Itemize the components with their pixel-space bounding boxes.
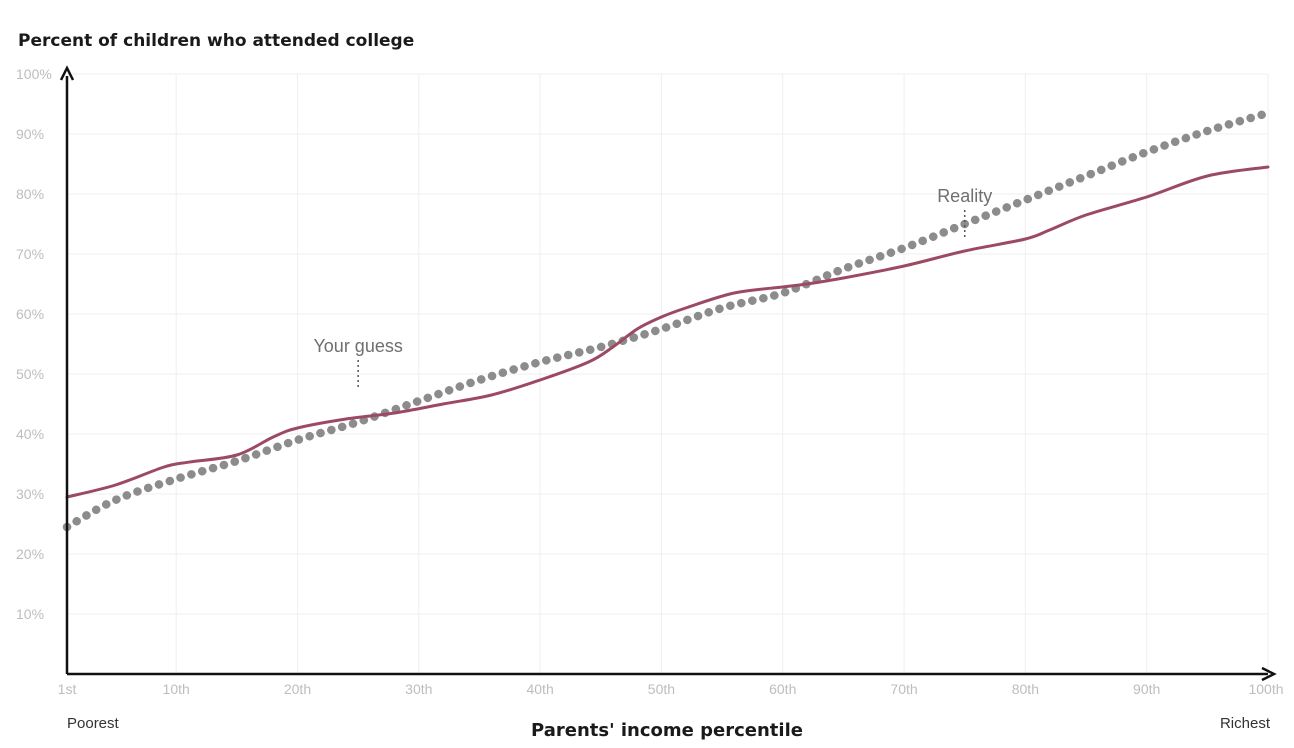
x-tick-label: 10th bbox=[163, 681, 190, 697]
data-point bbox=[782, 292, 784, 294]
data-point bbox=[964, 250, 966, 252]
x-axis-title: Parents' income percentile bbox=[531, 720, 803, 741]
data-point bbox=[297, 427, 299, 429]
y-tick-label: 10% bbox=[16, 606, 44, 622]
data-point bbox=[733, 292, 735, 294]
data-point bbox=[660, 316, 662, 318]
data-point bbox=[394, 412, 396, 414]
grid-lines bbox=[67, 73, 1269, 674]
x-tick-label: 1st bbox=[58, 681, 77, 697]
series-your-guess bbox=[65, 165, 1270, 499]
y-tick-label: 40% bbox=[16, 426, 44, 442]
data-point bbox=[903, 265, 905, 267]
data-point bbox=[539, 379, 541, 381]
data-point bbox=[442, 403, 444, 405]
data-point bbox=[236, 454, 238, 456]
x-tick-label: 30th bbox=[405, 681, 432, 697]
data-point bbox=[1024, 238, 1026, 240]
x-high-label: Richest bbox=[1220, 715, 1271, 732]
data-point bbox=[163, 466, 165, 468]
x-tick-label: 70th bbox=[890, 681, 917, 697]
data-point bbox=[636, 328, 638, 330]
data-point bbox=[1049, 229, 1051, 231]
data-point bbox=[721, 307, 723, 309]
data-point bbox=[539, 361, 541, 363]
annotations: Reality Your guess bbox=[313, 186, 992, 388]
data-point bbox=[236, 460, 238, 462]
data-point bbox=[842, 268, 844, 270]
data-point bbox=[588, 361, 590, 363]
x-axis-arrow bbox=[1261, 666, 1277, 682]
series-line bbox=[65, 165, 1270, 499]
series-layer bbox=[62, 108, 1273, 532]
data-point bbox=[418, 400, 420, 402]
y-tick-label: 30% bbox=[16, 486, 44, 502]
data-point bbox=[1146, 151, 1148, 153]
annotation-label: Your guess bbox=[313, 336, 402, 356]
data-point bbox=[1267, 166, 1269, 168]
data-point bbox=[187, 461, 189, 463]
data-point bbox=[115, 484, 117, 486]
y-tick-label: 80% bbox=[16, 186, 44, 202]
data-point bbox=[345, 418, 347, 420]
data-point bbox=[491, 394, 493, 396]
data-point bbox=[175, 478, 177, 480]
data-point bbox=[1085, 214, 1087, 216]
data-point bbox=[357, 421, 359, 423]
data-point bbox=[782, 286, 784, 288]
y-tick-label: 100% bbox=[16, 66, 52, 82]
data-point bbox=[272, 436, 274, 438]
x-tick-labels: 1st 10th 20th 30th 40th 50th 60th 70th 80th 90th 1… bbox=[58, 681, 1284, 697]
data-point bbox=[297, 439, 299, 441]
data-point bbox=[685, 307, 687, 309]
data-point bbox=[1146, 196, 1148, 198]
x-tick-label: 90th bbox=[1133, 681, 1160, 697]
y-tick-label: 60% bbox=[16, 306, 44, 322]
data-point bbox=[660, 328, 662, 330]
data-point bbox=[479, 379, 481, 381]
data-point bbox=[1206, 175, 1208, 177]
x-low-label: Poorest bbox=[67, 715, 120, 732]
x-tick-label: 50th bbox=[648, 681, 675, 697]
series-line bbox=[62, 108, 1273, 532]
y-axis-title: Percent of children who attended college bbox=[18, 31, 414, 51]
y-tick-label: 20% bbox=[16, 546, 44, 562]
x-tick-label: 20th bbox=[284, 681, 311, 697]
x-tick-label: 60th bbox=[769, 681, 796, 697]
series-reality bbox=[62, 108, 1273, 532]
data-point bbox=[1024, 199, 1026, 201]
data-point bbox=[806, 283, 808, 285]
y-tick-label: 70% bbox=[16, 246, 44, 262]
annotation-label: Reality bbox=[937, 186, 992, 206]
data-point bbox=[1085, 175, 1087, 177]
data-point bbox=[600, 346, 602, 348]
y-tick-label: 50% bbox=[16, 366, 44, 382]
data-point bbox=[964, 223, 966, 225]
data-point bbox=[612, 346, 614, 348]
data-point bbox=[903, 247, 905, 249]
y-tick-labels: 10% 20% 30% 40% 50% 60% 70% 80% 90% 100% bbox=[16, 66, 52, 622]
x-tick-label: 40th bbox=[526, 681, 553, 697]
x-tick-label: 100th bbox=[1248, 681, 1283, 697]
data-point bbox=[842, 277, 844, 279]
x-tick-label: 80th bbox=[1012, 681, 1039, 697]
data-point bbox=[1206, 130, 1208, 132]
data-point bbox=[1267, 112, 1269, 114]
y-tick-label: 90% bbox=[16, 126, 44, 142]
y-axis-arrow bbox=[59, 65, 75, 81]
data-point bbox=[115, 499, 117, 501]
